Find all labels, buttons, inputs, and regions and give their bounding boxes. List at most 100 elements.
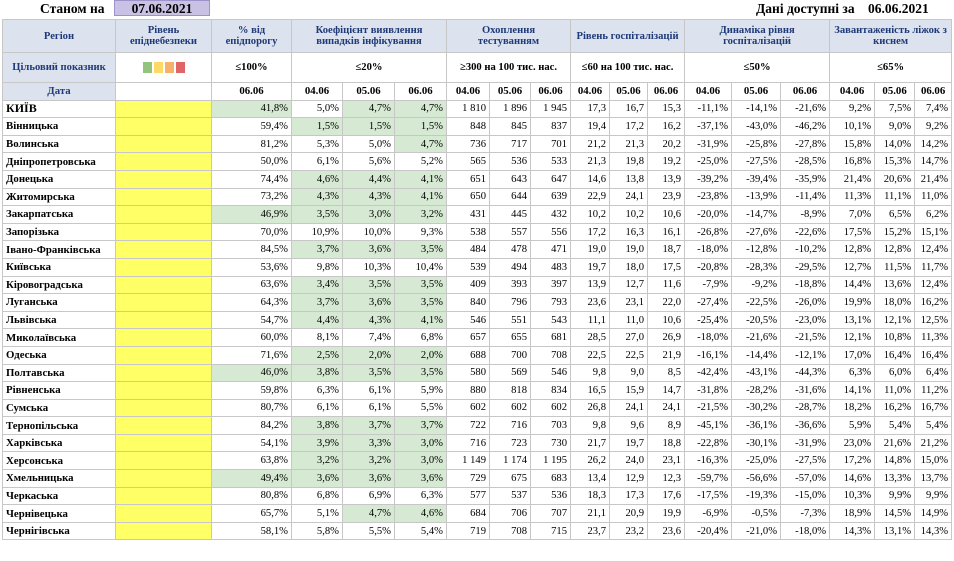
hosp-level-cell: 24,1: [609, 398, 649, 418]
oxygen-load-cell: 17,2%: [829, 451, 876, 471]
hosp-dynamics-cell: -21,5%: [780, 328, 831, 347]
hosp-dynamics-cell: -43,0%: [731, 117, 782, 136]
oxygen-load-cell: 5,4%: [914, 416, 953, 435]
column-header-row: Регіон Рівень епіднебезпеки % від епідпо…: [2, 19, 953, 53]
hosp-level-cell: 21,3: [609, 134, 649, 154]
detection-cell: 5,9%: [394, 381, 447, 400]
table-row: Полтавська 46,0% 3,8% 3,5% 3,5% 580 569 546 9,8 9…: [2, 363, 953, 383]
risk-swatch-red: [175, 62, 185, 74]
oxygen-load-cell: 11,0%: [874, 381, 916, 400]
table-row: Луганська 64,3% 3,7% 3,6% 3,5% 840 796 793 23,6 2…: [2, 293, 953, 312]
testing-cell: 706: [489, 504, 531, 523]
testing-cell: 539: [446, 257, 490, 277]
table-row: Херсонська 63,8% 3,2% 3,2% 3,0% 1 149 1 174 1 1…: [2, 451, 953, 471]
testing-cell: 602: [446, 398, 490, 418]
table-row: Миколаївська 60,0% 8,1% 7,4% 6,8% 657 655 681 28…: [2, 328, 953, 347]
oxygen-load-cell: 13,6%: [874, 275, 916, 295]
region-name: Кіровоградська: [2, 275, 116, 295]
testing-cell: 1 945: [529, 99, 572, 119]
hosp-level-cell: 10,2: [609, 205, 649, 224]
region-name: Чернівецька: [2, 504, 116, 523]
testing-cell: 538: [446, 222, 490, 242]
hosp-level-cell: 17,2: [570, 222, 611, 242]
hosp-dynamics-cell: -31,9%: [684, 134, 733, 154]
testing-cell: 730: [529, 433, 572, 453]
hosp-level-cell: 26,8: [570, 398, 611, 418]
detection-cell: 4,7%: [394, 99, 447, 119]
testing-cell: 701: [529, 134, 572, 154]
detection-cell: 3,6%: [342, 293, 395, 312]
testing-cell: 708: [489, 521, 531, 541]
testing-cell: 683: [529, 469, 572, 488]
oxygen-load-cell: 5,4%: [874, 416, 916, 435]
target-oxygen-load: ≤65%: [829, 52, 953, 83]
risk-level-cell: [115, 345, 212, 365]
detection-cell: 3,5%: [394, 240, 447, 259]
detection-cell: 4,1%: [394, 310, 447, 330]
oxygen-load-cell: 18,9%: [829, 504, 876, 523]
region-name: Тернопільська: [2, 416, 116, 435]
table-row: КИЇВ 41,8% 5,0% 4,7% 4,7% 1 810 1 896 1 945 17,3…: [2, 99, 953, 119]
risk-level-cell: [115, 328, 212, 347]
oxygen-load-cell: 16,7%: [914, 398, 953, 418]
detection-cell: 10,9%: [291, 222, 343, 242]
testing-cell: 536: [529, 486, 572, 506]
hosp-dynamics-cell: -7,9%: [684, 275, 733, 295]
hosp-dynamics-cell: -19,3%: [731, 486, 782, 506]
hosp-dynamics-cell: -36,1%: [731, 416, 782, 435]
hosp-dynamics-cell: -26,0%: [780, 293, 831, 312]
testing-date-2: 06.06: [529, 82, 572, 101]
hosp-dynamics-cell: -25,0%: [684, 152, 733, 171]
hosp-dynamics-date-2: 06.06: [780, 82, 831, 101]
risk-level-cell: [115, 222, 212, 242]
region-name: Хмельницька: [2, 469, 116, 488]
hosp-level-cell: 23,2: [609, 521, 649, 541]
table-row: Хмельницька 49,4% 3,6% 3,6% 3,6% 729 675 683 13,…: [2, 469, 953, 488]
testing-cell: 716: [446, 433, 490, 453]
hosp-dynamics-date-0: 04.06: [684, 82, 733, 101]
oxygen-load-cell: 6,5%: [874, 205, 916, 224]
pct-threshold-cell: 84,2%: [211, 416, 292, 435]
hosp-level-cell: 16,1: [647, 222, 686, 242]
oxygen-load-cell: 9,0%: [874, 117, 916, 136]
hosp-dynamics-cell: -22,8%: [684, 433, 733, 453]
hosp-dynamics-cell: -27,6%: [731, 222, 782, 242]
hosp-level-cell: 17,5: [647, 257, 686, 277]
target-hosp-dynamics: ≤50%: [684, 52, 831, 83]
testing-cell: 681: [529, 328, 572, 347]
pct-threshold-cell: 50,0%: [211, 152, 292, 171]
testing-cell: 840: [446, 293, 490, 312]
hosp-dynamics-cell: -23,0%: [780, 310, 831, 330]
testing-cell: 700: [489, 345, 531, 365]
region-name: Волинська: [2, 134, 116, 154]
detection-cell: 3,8%: [291, 363, 343, 383]
region-name: Херсонська: [2, 451, 116, 471]
testing-cell: 1 195: [529, 451, 572, 471]
oxygen-load-cell: 13,1%: [874, 521, 916, 541]
as-of-date-field[interactable]: 07.06.2021: [114, 0, 210, 16]
hosp-level-cell: 10,6: [647, 205, 686, 224]
target-hosp-level: ≤60 на 100 тис. нас.: [570, 52, 686, 83]
table-row: Житомирська 73,2% 4,3% 4,3% 4,1% 650 644 639 22,…: [2, 187, 953, 207]
testing-cell: 837: [529, 117, 572, 136]
region-name: Львівська: [2, 310, 116, 330]
table-row: Харківська 54,1% 3,9% 3,3% 3,0% 716 723 730 21,7…: [2, 433, 953, 453]
risk-level-cell: [115, 99, 212, 119]
pct-threshold-cell: 70,0%: [211, 222, 292, 242]
hosp-level-cell: 21,3: [570, 152, 611, 171]
region-name: Закарпатська: [2, 205, 116, 224]
testing-cell: 647: [529, 169, 572, 189]
testing-cell: 536: [489, 152, 531, 171]
hosp-level-cell: 12,7: [609, 275, 649, 295]
oxygen-load-cell: 21,4%: [829, 169, 876, 189]
testing-cell: 483: [529, 257, 572, 277]
hosp-level-header: Рівень госпіталізацій: [570, 19, 686, 53]
hosp-level-cell: 9,8: [570, 416, 611, 435]
hosp-dynamics-cell: -23,8%: [684, 187, 733, 207]
epidemic-indicators-table: Регіон Рівень епіднебезпеки % від епідпо…: [2, 19, 953, 541]
hosp-level-cell: 21,7: [570, 433, 611, 453]
detection-cell: 2,0%: [394, 345, 447, 365]
testing-cell: 688: [446, 345, 490, 365]
oxygen-load-cell: 12,4%: [914, 275, 953, 295]
oxygen-load-cell: 10,3%: [829, 486, 876, 506]
